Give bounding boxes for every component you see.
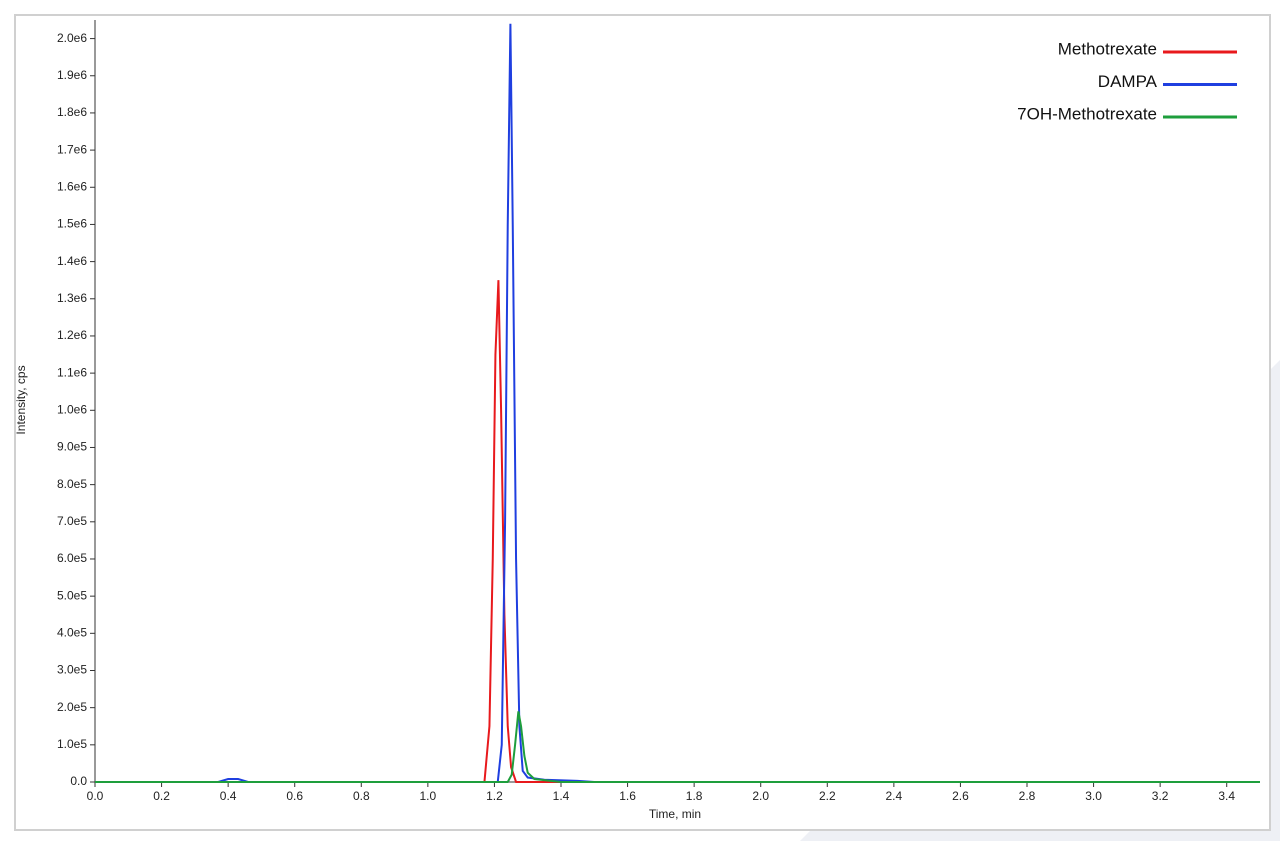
- x-tick-label: 0.4: [220, 789, 237, 803]
- y-tick-label: 2.0e6: [57, 31, 87, 45]
- series-line: [95, 280, 1260, 783]
- x-tick-label: 1.0: [420, 789, 437, 803]
- x-tick-label: 0.8: [353, 789, 370, 803]
- y-tick-label: 1.7e6: [57, 142, 87, 156]
- x-tick-label: 3.4: [1218, 789, 1235, 803]
- x-tick-label: 1.4: [553, 789, 570, 803]
- y-tick-label: 1.8e6: [57, 105, 87, 119]
- y-tick-label: 1.3e6: [57, 291, 87, 305]
- y-tick-label: 1.2e6: [57, 328, 87, 342]
- y-tick-label: 6.0e5: [57, 551, 87, 565]
- x-tick-label: 1.8: [686, 789, 703, 803]
- y-tick-label: 9.0e5: [57, 440, 87, 454]
- y-tick-label: 1.1e6: [57, 365, 87, 379]
- x-tick-label: 0.2: [153, 789, 170, 803]
- x-tick-label: 0.0: [87, 789, 104, 803]
- y-tick-label: 8.0e5: [57, 477, 87, 491]
- x-tick-label: 2.8: [1019, 789, 1036, 803]
- x-tick-label: 1.2: [486, 789, 503, 803]
- y-tick-label: 0.0: [70, 774, 87, 788]
- y-tick-label: 1.6e6: [57, 179, 87, 193]
- x-axis-label: Time, min: [649, 807, 701, 821]
- y-tick-label: 5.0e5: [57, 588, 87, 602]
- x-tick-label: 2.6: [952, 789, 969, 803]
- series-line: [95, 711, 1260, 783]
- x-tick-label: 2.0: [752, 789, 769, 803]
- y-tick-label: 4.0e5: [57, 625, 87, 639]
- y-tick-label: 1.4e6: [57, 254, 87, 268]
- y-tick-label: 1.0e5: [57, 737, 87, 751]
- y-tick-label: 1.0e6: [57, 402, 87, 416]
- x-tick-label: 3.2: [1152, 789, 1169, 803]
- y-axis-label: Intensity, cps: [14, 365, 28, 434]
- y-tick-label: 1.5e6: [57, 217, 87, 231]
- chart-frame: [14, 14, 1271, 831]
- x-tick-label: 2.2: [819, 789, 836, 803]
- legend-label: 7OH-Methotrexate: [1017, 104, 1157, 123]
- x-tick-label: 3.0: [1085, 789, 1102, 803]
- y-tick-label: 1.9e6: [57, 68, 87, 82]
- legend-label: DAMPA: [1098, 72, 1158, 91]
- y-tick-label: 3.0e5: [57, 663, 87, 677]
- x-tick-label: 2.4: [886, 789, 903, 803]
- y-tick-label: 2.0e5: [57, 700, 87, 714]
- legend-label: Methotrexate: [1058, 39, 1157, 58]
- y-tick-label: 7.0e5: [57, 514, 87, 528]
- x-tick-label: 1.6: [619, 789, 636, 803]
- x-tick-label: 0.6: [286, 789, 303, 803]
